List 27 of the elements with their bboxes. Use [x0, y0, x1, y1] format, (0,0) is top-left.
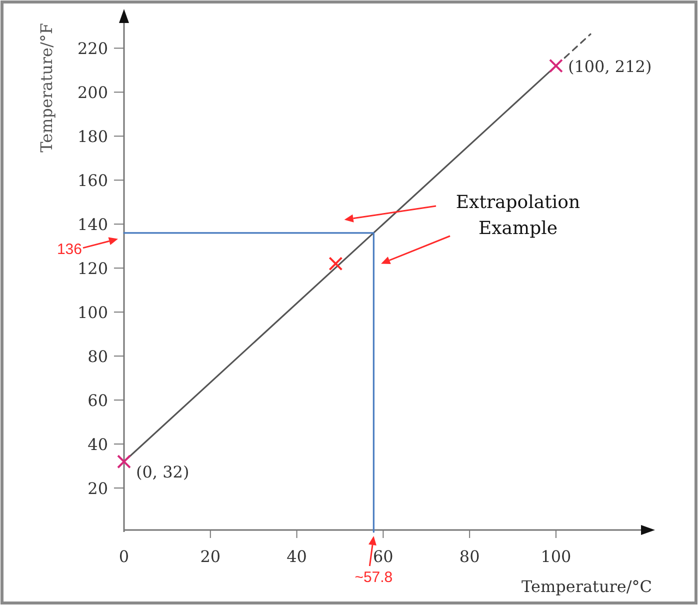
x-tick-label: 60 [373, 547, 394, 566]
annotation: Extrapolation Example [456, 192, 580, 239]
y-axis-title: Temperature/°F [37, 23, 56, 152]
annotation: (0, 32) [136, 462, 190, 482]
y-tick-label: 140 [77, 215, 108, 234]
x-tick-label: 0 [118, 547, 130, 566]
x-tick-label: 40 [286, 547, 307, 566]
y-tick-label: 60 [88, 391, 108, 410]
point [548, 58, 563, 73]
point [328, 256, 343, 271]
x-tick-label: 100 [540, 547, 572, 566]
y-tick-label: 220 [77, 39, 108, 58]
x-tick-label: 20 [200, 547, 221, 566]
y-tick-label: 120 [77, 259, 108, 278]
y-tick-label: 80 [88, 347, 108, 366]
y-tick-label: 20 [88, 479, 108, 498]
y-tick-label: 100 [77, 303, 108, 322]
y-tick-label: 180 [77, 127, 108, 146]
annotation: ~57.8 [354, 569, 393, 586]
annotation: (100, 212) [568, 56, 652, 76]
point [117, 454, 131, 469]
y-tick-label: 160 [77, 171, 108, 190]
x-tick-label: 80 [459, 547, 480, 566]
y-tick-label: 200 [77, 83, 108, 102]
annotation: 136 [56, 240, 82, 258]
x-axis-title: Temperature/°C [522, 577, 652, 596]
y-tick-label: 40 [88, 435, 108, 454]
